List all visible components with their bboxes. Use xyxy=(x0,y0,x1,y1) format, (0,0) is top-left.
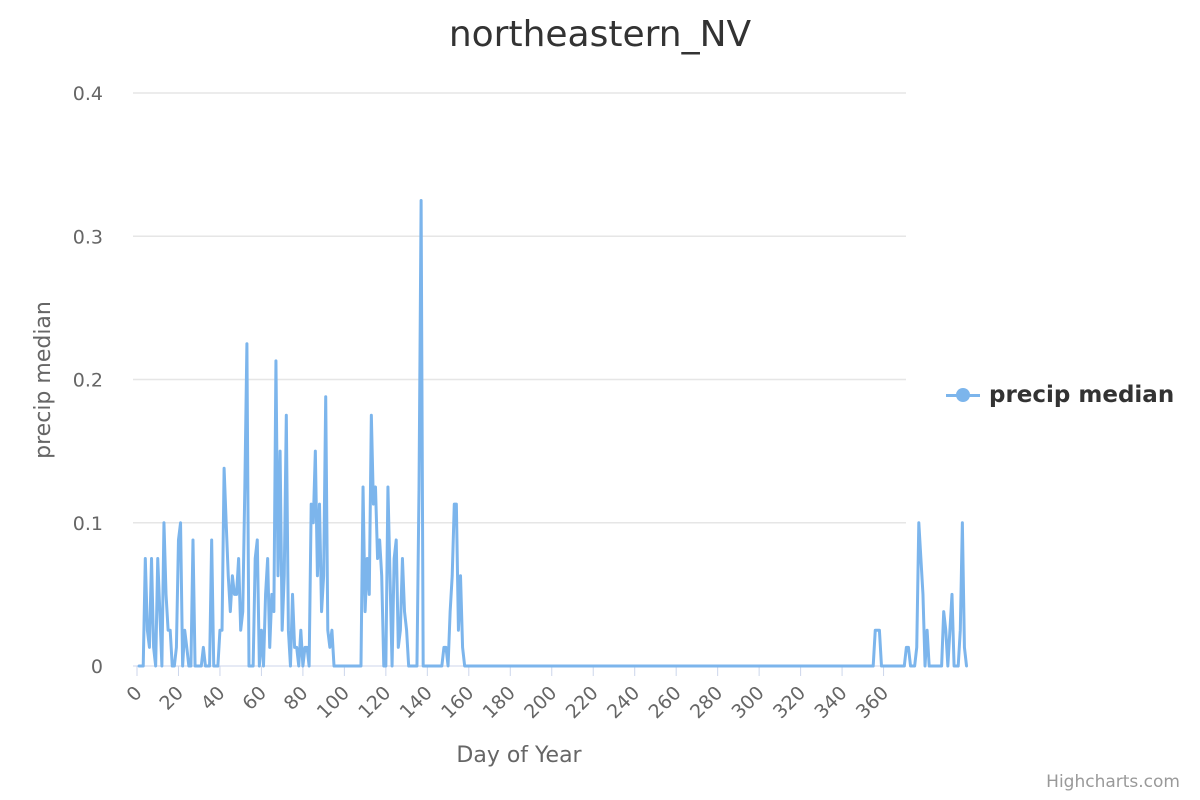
x-tick-label: 340 xyxy=(810,682,851,723)
legend-label: precip median xyxy=(989,382,1175,408)
chart-title: northeastern_NV xyxy=(448,14,752,55)
x-tick-label: 0 xyxy=(122,682,146,706)
x-tick-label: 140 xyxy=(396,682,437,723)
x-tick-label: 120 xyxy=(354,682,395,723)
x-tick-label: 320 xyxy=(769,682,810,723)
x-tick-label: 300 xyxy=(727,682,768,723)
x-tick-label: 220 xyxy=(562,682,603,723)
x-tick-label: 20 xyxy=(155,682,188,715)
x-tick-label: 280 xyxy=(686,682,727,723)
legend-symbol xyxy=(946,388,980,402)
x-tick-label: 180 xyxy=(479,682,520,723)
x-tick-label: 200 xyxy=(520,682,561,723)
y-tick-label: 0 xyxy=(91,656,103,678)
x-tick-label: 160 xyxy=(437,682,478,723)
x-tick-label: 60 xyxy=(238,682,271,715)
x-tick-label: 260 xyxy=(645,682,686,723)
x-tick-label: 100 xyxy=(313,682,354,723)
x-tick-label: 80 xyxy=(280,682,313,715)
credits-link[interactable]: Highcharts.com xyxy=(1046,772,1180,792)
y-axis-title: precip median xyxy=(31,301,56,459)
y-tick-label: 0.1 xyxy=(73,513,103,535)
x-tick-label: 240 xyxy=(603,682,644,723)
x-axis-title: Day of Year xyxy=(456,743,582,768)
legend-item-precip-median[interactable]: precip median xyxy=(946,382,1174,408)
series-line-precip-median xyxy=(137,198,969,668)
x-ticks: 0 20 40 60 80 100 120 140 160 180 200 220 240 260 280 3… xyxy=(122,666,893,723)
x-tick-label: 40 xyxy=(197,682,230,715)
y-tick-label: 0.3 xyxy=(73,226,103,248)
y-tick-label: 0.4 xyxy=(73,83,103,105)
y-tick-label: 0.2 xyxy=(73,370,103,392)
grid-lines xyxy=(133,92,906,524)
y-tick-labels: 0 0.1 0.2 0.3 0.4 xyxy=(73,83,103,678)
x-tick-label: 360 xyxy=(852,682,893,723)
